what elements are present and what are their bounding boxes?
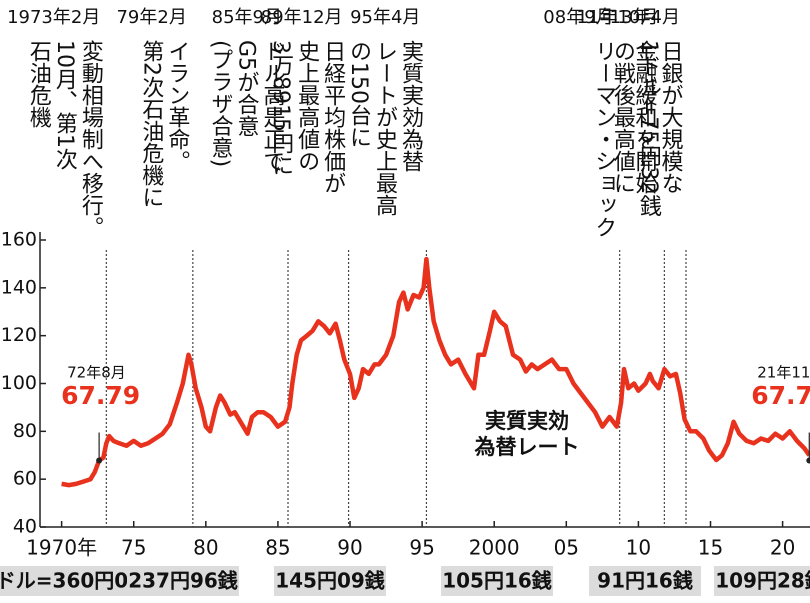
event-text: 石油危機 [26, 40, 52, 128]
event-text: 日銀が大規模な [657, 40, 683, 194]
rate-label: 145円09銭 [275, 569, 385, 593]
point-value: 67.79 [61, 381, 140, 410]
event-text: リーマン・ショック [591, 40, 616, 238]
event-text: 1ドル=75円32銭 [636, 40, 662, 217]
line-label: 為替レート [475, 435, 580, 459]
x-tick-label: 95 [409, 536, 434, 560]
event-text: 実質実効為替 [398, 40, 424, 172]
x-tick-label: 85 [265, 536, 290, 560]
rate-box [0, 566, 147, 596]
y-tick-label: 100 [1, 372, 37, 394]
event-text: 史上最高値の [294, 40, 320, 172]
event-date: 79年2月 [116, 7, 186, 28]
data-line [61, 256, 810, 488]
line-label: 実質実効 [485, 409, 569, 433]
event-date: 95年4月 [350, 7, 420, 28]
event-text: イラン革命。 [164, 40, 190, 172]
x-tick-label: 1970年 [26, 536, 97, 560]
event-date: 1973年2月 [7, 7, 100, 28]
event-text: 第2次石油危機に [138, 40, 164, 208]
event-text: レートが史上最高 [372, 40, 398, 216]
rate-box [589, 566, 701, 596]
rate-box [127, 566, 239, 596]
x-tick-label: 10 [626, 536, 651, 560]
event-text: 変動相場制へ移行。 [78, 40, 104, 238]
rate-box [274, 566, 386, 596]
y-tick-label: 40 [13, 516, 37, 538]
x-tick-label: 20 [770, 536, 795, 560]
rate-label: 91円16銭 [597, 569, 693, 593]
event-text: 金融緩和を開始 [631, 40, 657, 194]
y-tick-label: 160 [1, 229, 37, 251]
point-date: 72年8月 [67, 364, 126, 382]
event-text: G5が合意 [234, 40, 260, 137]
point-value: 67.79 [751, 381, 810, 410]
event-date: 11年10月 [577, 7, 659, 28]
event-text: の150台に [346, 40, 371, 148]
event-date: 08年9月 [543, 7, 613, 28]
rate-box [441, 566, 553, 596]
rate-box [714, 566, 810, 596]
rate-label: 109円28銭 [715, 569, 810, 593]
event-text: (プラザ合意) [208, 40, 234, 167]
y-tick-label: 120 [1, 324, 37, 346]
x-tick-label: 15 [698, 536, 723, 560]
event-date: 89年12月 [261, 7, 343, 28]
event-text: の戦後最高値に [610, 40, 636, 194]
rate-label: 105円16銭 [442, 569, 552, 593]
y-tick-label: 60 [13, 468, 37, 490]
event-text: 日経平均株価が [320, 40, 346, 194]
event-date: 13年4月 [610, 7, 680, 28]
x-tick-label: 80 [193, 536, 218, 560]
x-tick-label: 05 [554, 536, 579, 560]
event-text: ドル高是正で [260, 40, 286, 172]
rate-label: 237円96銭 [128, 569, 238, 593]
y-tick-label: 80 [13, 420, 37, 442]
point-date: 21年11月 [757, 364, 810, 382]
event-text: 10月、第1次 [52, 40, 78, 170]
event-text: 3万8915円に [268, 40, 294, 176]
x-tick-label: 2000 [469, 536, 520, 560]
x-tick-label: 90 [337, 536, 362, 560]
event-date: 85年9月 [212, 7, 282, 28]
y-tick-label: 140 [1, 276, 37, 298]
x-tick-label: 75 [121, 536, 146, 560]
